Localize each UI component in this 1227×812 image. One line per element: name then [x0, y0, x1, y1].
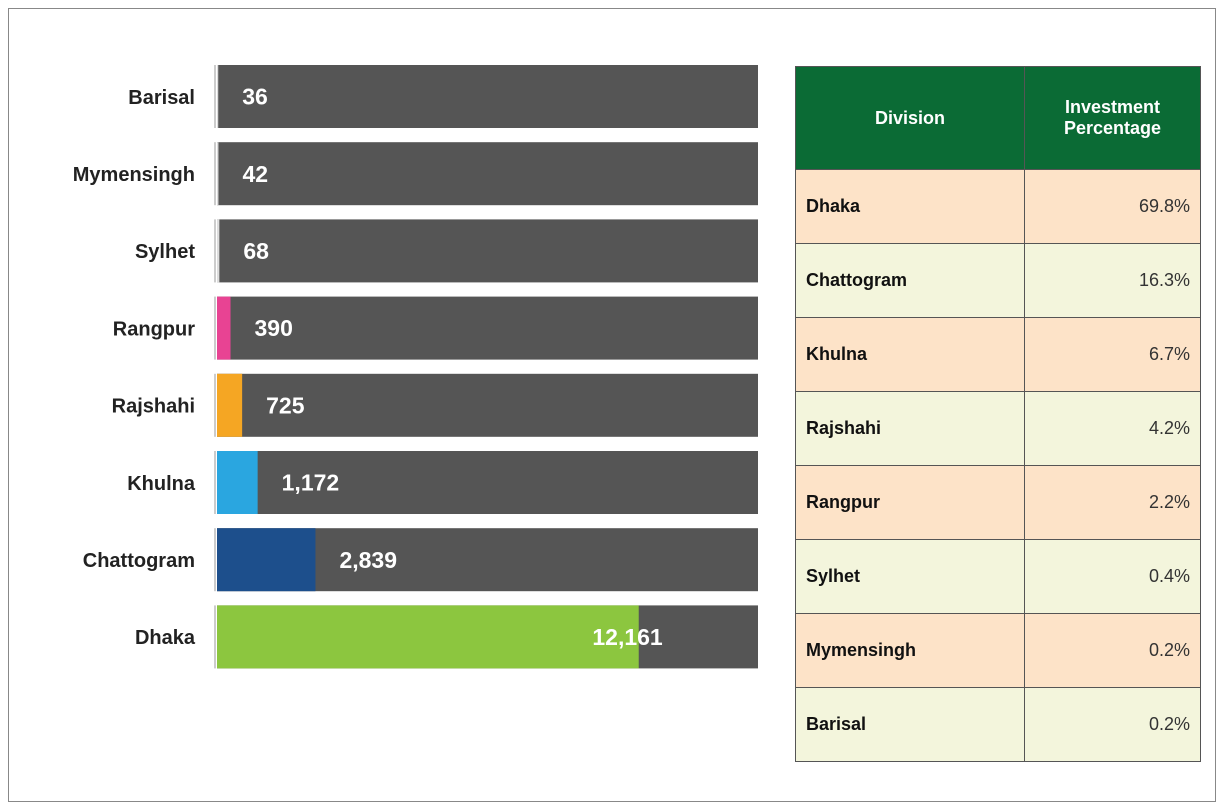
table-header: Division Investment Percentage: [795, 66, 1201, 170]
category-label: Rajshahi: [112, 396, 195, 418]
table-row: Dhaka 69.8%: [795, 169, 1201, 244]
percentage-cell: 0.4%: [1024, 539, 1201, 614]
table-row: Rajshahi 4.2%: [795, 391, 1201, 466]
table-row: Khulna 6.7%: [795, 317, 1201, 392]
percentage-cell: 4.2%: [1024, 391, 1201, 466]
bar-track: [217, 142, 758, 206]
division-cell: Dhaka: [795, 169, 1025, 244]
category-label: Chattogram: [83, 550, 195, 572]
bar: [217, 219, 220, 283]
percentage-cell: 69.8%: [1024, 169, 1201, 244]
percentage-cell: 2.2%: [1024, 465, 1201, 540]
division-cell: Sylhet: [795, 539, 1025, 614]
bar: [217, 142, 219, 206]
division-cell: Rajshahi: [795, 391, 1025, 466]
division-cell: Rangpur: [795, 465, 1025, 540]
category-label: Sylhet: [135, 241, 195, 263]
bar-track: [217, 65, 758, 128]
bar-track: [217, 373, 758, 437]
header-cell: Investment Percentage: [1024, 66, 1201, 170]
bar-track: [217, 451, 758, 514]
division-cell: Barisal: [795, 687, 1025, 762]
bar-track: [217, 219, 758, 283]
table-row: Chattogram 16.3%: [795, 243, 1201, 318]
category-label: Rangpur: [113, 318, 195, 340]
value-label: 2,839: [339, 547, 397, 573]
category-label: Mymensingh: [73, 164, 195, 186]
bar: [217, 451, 258, 514]
investment-table: Division Investment Percentage Dhaka 69.8…: [795, 66, 1201, 762]
percentage-cell: 0.2%: [1024, 687, 1201, 762]
value-label: 42: [242, 161, 268, 187]
bar: [217, 605, 639, 669]
bar: [217, 373, 243, 437]
percentage-cell: 0.2%: [1024, 613, 1201, 688]
bar: [217, 65, 219, 128]
division-cell: Chattogram: [795, 243, 1025, 318]
category-label: Khulna: [127, 473, 196, 495]
bar-chart: Barisal 36 Mymensingh 42 Sylhet 68 Rangpur 390 R…: [73, 65, 758, 669]
value-label: 36: [242, 84, 268, 110]
bar: [217, 528, 316, 592]
table-row: Mymensingh 0.2%: [795, 613, 1201, 688]
table-row: Rangpur 2.2%: [795, 465, 1201, 540]
header-cell: Division: [795, 66, 1025, 170]
bar-track: [217, 296, 758, 360]
table-row: Sylhet 0.4%: [795, 539, 1201, 614]
value-label: 1,172: [282, 470, 340, 496]
frame: [8, 8, 1216, 802]
category-label: Dhaka: [135, 627, 196, 649]
division-cell: Mymensingh: [795, 613, 1025, 688]
bar: [217, 296, 231, 360]
division-cell: Khulna: [795, 317, 1025, 392]
value-label: 12,161: [592, 624, 663, 650]
value-label: 390: [255, 315, 293, 341]
value-label: 68: [243, 238, 269, 264]
table-row: Barisal 0.2%: [795, 687, 1201, 762]
percentage-cell: 16.3%: [1024, 243, 1201, 318]
percentage-cell: 6.7%: [1024, 317, 1201, 392]
value-label: 725: [266, 392, 305, 418]
category-label: Barisal: [128, 87, 195, 109]
